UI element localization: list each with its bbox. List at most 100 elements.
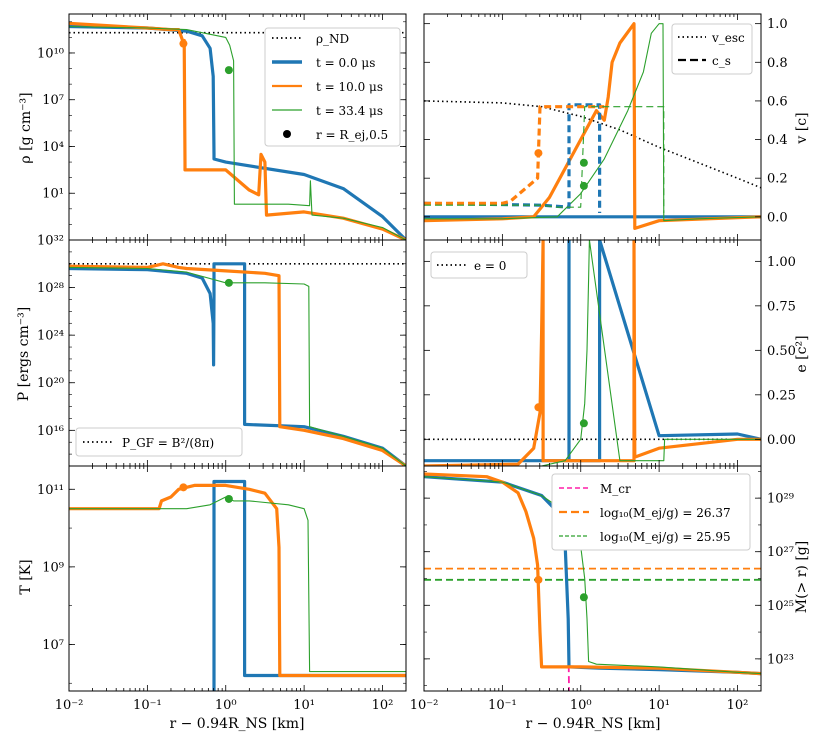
y-tick-label: 0.8 <box>767 56 788 71</box>
y-tick-label: 0.6 <box>767 94 788 109</box>
marker-r-ej <box>224 494 233 503</box>
y-tick-label: 0.75 <box>767 299 796 314</box>
x-tick-label: 10² <box>727 698 749 713</box>
y-tick-label: 0.00 <box>767 433 796 448</box>
legend-vesc: v_esc <box>711 31 745 45</box>
y-tick-label: 10²⁸ <box>37 281 64 296</box>
legend-t10: t = 10.0 μs <box>316 80 383 94</box>
y-tick-label: 10¹⁰ <box>37 46 64 61</box>
legend-t0: t = 0.0 μs <box>316 56 375 70</box>
panel-mass: 10⁻² 10⁻¹ 10⁰ 10¹ 10² 10²⁹ 10²⁷ 10²⁵ 10²³ <box>410 465 794 713</box>
frame-temperature <box>68 465 407 692</box>
e-legend-box <box>430 251 528 279</box>
marker-r-ej <box>534 575 543 584</box>
y-tick-label: 10²³ <box>767 652 794 667</box>
marker-r-ej <box>224 66 233 75</box>
x-tick-label: 10¹ <box>293 698 315 713</box>
series-t-33-4-s <box>69 496 406 673</box>
y-tick-label: 10¹ <box>42 187 64 202</box>
y-tick-label: 0.2 <box>767 172 788 187</box>
y-tick-label: 10²⁴ <box>37 329 64 344</box>
y-tick-label: 10²⁹ <box>767 492 794 507</box>
y-tick-label: 1.0 <box>767 17 788 32</box>
e-axis-label: e [c²] <box>794 335 810 372</box>
series-t-33-4-s <box>69 266 406 466</box>
legend-mej2: log₁₀(M_ej/g) = 25.95 <box>600 530 731 544</box>
plot-area-mass <box>424 472 761 691</box>
x-axis-label-left: r − 0.94R_NS [km] <box>169 716 304 732</box>
marker-r-ej <box>579 158 588 167</box>
y-tick-label: 10⁷ <box>42 93 64 108</box>
series-t-10-0-s <box>424 240 761 466</box>
plot-area-pressure <box>69 262 406 466</box>
series-t-33-4-s <box>424 476 761 675</box>
x-tick-label: 10⁰ <box>570 698 592 713</box>
series-t-33-4-s <box>424 240 761 466</box>
legend-rho-nd: ρ_ND <box>316 32 349 46</box>
plot-area-rho <box>69 21 406 240</box>
t-axis-label: T [K] <box>18 559 34 594</box>
y-tick-label: 0.25 <box>767 388 796 403</box>
y-tick-label: 10⁹ <box>42 560 64 575</box>
marker-r-ej <box>179 483 188 492</box>
x-tick-label: 10⁰ <box>215 698 237 713</box>
p-legend-box <box>75 427 243 457</box>
legend-cs: c_s <box>712 54 731 68</box>
legend-mcr: M_cr <box>600 482 631 496</box>
marker-r-ej <box>534 403 543 412</box>
rho-legend-box <box>264 27 401 147</box>
series-t-33-4-s <box>69 25 406 240</box>
series-m-cr <box>424 475 570 691</box>
series-v-esc <box>424 100 761 189</box>
rho-axis-label: ρ [g cm⁻³] <box>18 92 34 163</box>
marker-r-ej <box>579 593 588 602</box>
marker-r-ej <box>579 181 588 190</box>
v-axis-label: v [c] <box>794 112 810 144</box>
y-tick-label: 10⁷ <box>42 638 64 653</box>
m-legend-box <box>551 473 751 551</box>
x-tick-label: 10⁻¹ <box>133 698 162 713</box>
p-axis-label: P [ergs cm⁻³] <box>16 307 32 402</box>
series-t-10-0-s <box>69 483 406 678</box>
series-t-10-0-s <box>424 22 761 230</box>
marker-r-ej <box>179 39 188 48</box>
panel-velocity: 1.0 0.8 0.6 0.4 0.2 0.0 <box>423 13 788 241</box>
x-tick-label: 10⁻² <box>410 698 439 713</box>
panel-temperature: 10⁻² 10⁻¹ 10⁰ 10¹ 10² 10¹¹ 10⁹ 10⁷ <box>37 465 407 713</box>
legend-e0: e = 0 <box>474 259 506 273</box>
x-tick-label: 10⁻² <box>55 698 84 713</box>
series-c-s-t-10-0-s <box>424 105 605 205</box>
x-tick-label: 10¹ <box>648 698 670 713</box>
y-tick-label: 1.00 <box>767 255 796 270</box>
legend-t33: t = 33.4 μs <box>316 104 383 118</box>
marker-r-ej <box>579 419 588 428</box>
legend-rej: r = R_ej,0.5 <box>316 128 388 142</box>
y-tick-label: 10²⁵ <box>767 599 794 614</box>
y-tick-label: 10¹¹ <box>37 483 64 498</box>
legend-rej-swatch <box>283 130 291 138</box>
y-tick-label: 10³² <box>37 234 64 249</box>
plot-area-temperature <box>69 479 406 691</box>
series-t-10-0-s <box>69 262 406 466</box>
series-t-33-4-s <box>424 23 761 222</box>
y-tick-label: 0.50 <box>767 344 796 359</box>
m-axis-label: M(> r) [g] <box>794 541 810 613</box>
series-c-s-t-33-4-s <box>424 106 665 213</box>
x-tick-label: 10⁻¹ <box>488 698 517 713</box>
series-t-0-0-s <box>69 24 406 240</box>
y-tick-label: 10¹⁶ <box>37 424 64 439</box>
y-tick-label: 10²⁷ <box>767 545 794 560</box>
legend-mej1: log₁₀(M_ej/g) = 26.37 <box>600 506 731 520</box>
panel-rho: 10¹⁰ 10⁷ 10⁴ 10¹ <box>37 13 407 241</box>
legend-pgf: P_GF = B²/(8π) <box>122 436 214 450</box>
plot-area-energy <box>424 240 761 466</box>
marker-r-ej <box>534 149 543 158</box>
x-tick-label: 10² <box>372 698 394 713</box>
y-tick-label: 10²⁰ <box>37 376 64 391</box>
plot-area-velocity <box>424 22 761 230</box>
y-tick-label: 0.4 <box>767 133 788 148</box>
y-tick-label: 0.0 <box>767 210 788 225</box>
series-c-s-t-0-0-s <box>424 103 602 213</box>
x-axis-label-right: r − 0.94R_NS [km] <box>525 716 660 732</box>
